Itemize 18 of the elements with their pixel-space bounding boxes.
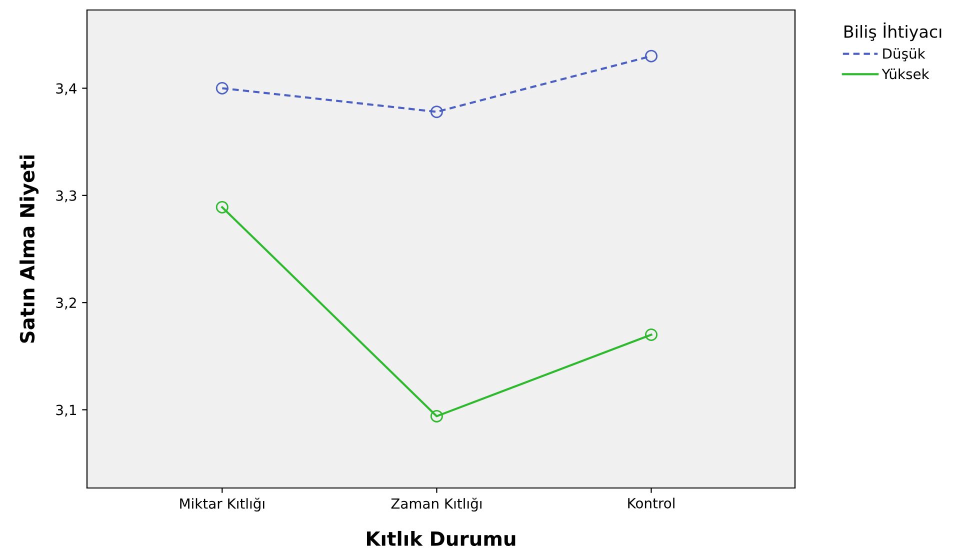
legend-title: Biliş İhtiyacı: [844, 22, 942, 42]
point: [430, 410, 443, 422]
y-tick-label: 3,4: [56, 83, 76, 96]
point: [216, 82, 228, 94]
y-tick-label: 3,1: [56, 404, 76, 417]
legend-label: Yüksek: [882, 68, 930, 80]
point: [645, 50, 658, 62]
y-tick-label: 3,2: [56, 298, 76, 310]
point: [216, 200, 228, 214]
point: [645, 328, 658, 341]
y-tick-label: 3,3: [56, 190, 76, 202]
y-axis-title: Satın Alma Niyeti: [20, 155, 39, 343]
point: [430, 106, 443, 118]
x-tick-label: Zaman Kıtlığı: [391, 498, 482, 512]
x-tick-label: Miktar Kıtlığı: [180, 498, 264, 512]
x-tick-label: Kontrol: [628, 498, 674, 508]
x-axis-title: Kıtlık Durumu: [367, 530, 516, 546]
legend-label: Düşük: [883, 48, 926, 62]
